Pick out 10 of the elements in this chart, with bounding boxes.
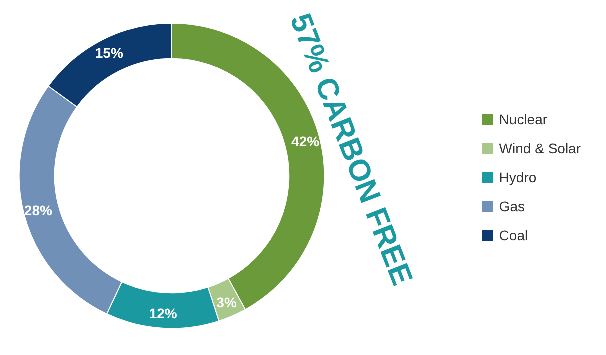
data-label: 12%	[149, 306, 178, 322]
legend-label: Nuclear	[499, 112, 548, 128]
data-label: 15%	[95, 45, 124, 62]
data-label: 28%	[24, 202, 53, 218]
legend-label: Coal	[499, 228, 528, 244]
legend-label: Wind & Solar	[499, 140, 582, 156]
legend-label: Gas	[499, 198, 525, 214]
data-label: 3%	[216, 294, 238, 311]
data-label: 42%	[292, 134, 320, 150]
legend-label: Hydro	[499, 170, 537, 186]
